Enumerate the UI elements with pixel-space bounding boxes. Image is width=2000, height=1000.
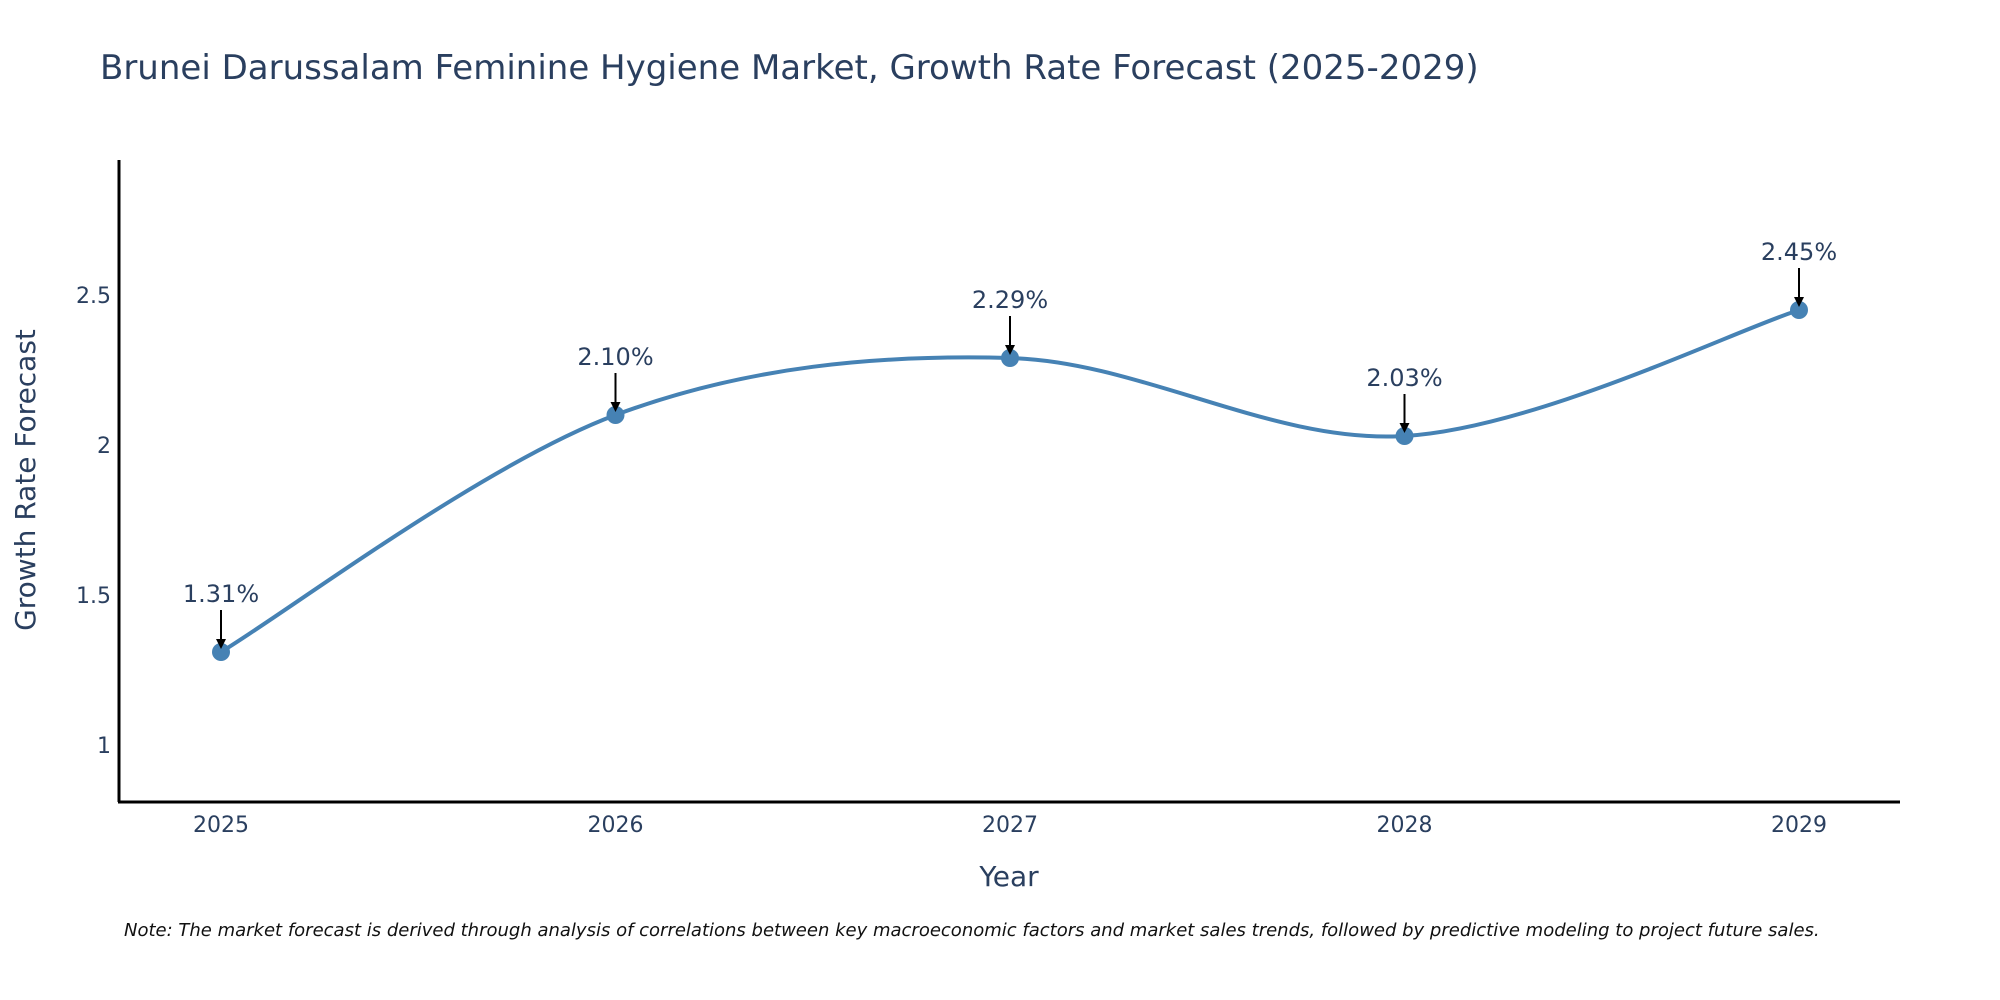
data-label: 2.10% — [577, 343, 653, 371]
x-tick-label: 2029 — [1771, 813, 1827, 838]
x-tick-label: 2028 — [1377, 813, 1433, 838]
data-label: 2.29% — [972, 286, 1048, 314]
data-point — [1395, 427, 1414, 445]
y-axis-ticks: 1 1.5 2 2.5 — [76, 284, 111, 759]
y-tick-label: 1.5 — [76, 584, 111, 609]
x-axis-ticks: 2025 2026 2027 2028 2029 — [193, 813, 1827, 838]
y-tick-label: 1 — [97, 734, 111, 759]
data-label: 2.03% — [1366, 364, 1442, 392]
footnote: Note: The market forecast is derived thr… — [124, 920, 1820, 941]
x-tick-label: 2025 — [193, 813, 249, 838]
x-tick-label: 2026 — [588, 813, 644, 838]
data-point — [1790, 301, 1808, 319]
data-point — [212, 643, 230, 661]
chart-title: Brunei Darussalam Feminine Hygiene Marke… — [100, 48, 1479, 88]
y-axis-title: Growth Rate Forecast — [9, 329, 42, 631]
data-points — [212, 301, 1808, 661]
x-axis-title: Year — [978, 860, 1039, 893]
data-label: 2.45% — [1761, 238, 1837, 266]
y-tick-label: 2.5 — [76, 284, 111, 309]
data-point — [606, 406, 625, 424]
data-point — [1001, 349, 1019, 367]
x-tick-label: 2027 — [982, 813, 1038, 838]
data-annotations: 1.31% 2.10% 2.29% 2.03% 2.45% — [183, 238, 1837, 649]
data-label: 1.31% — [183, 580, 259, 608]
y-tick-label: 2 — [97, 434, 111, 459]
